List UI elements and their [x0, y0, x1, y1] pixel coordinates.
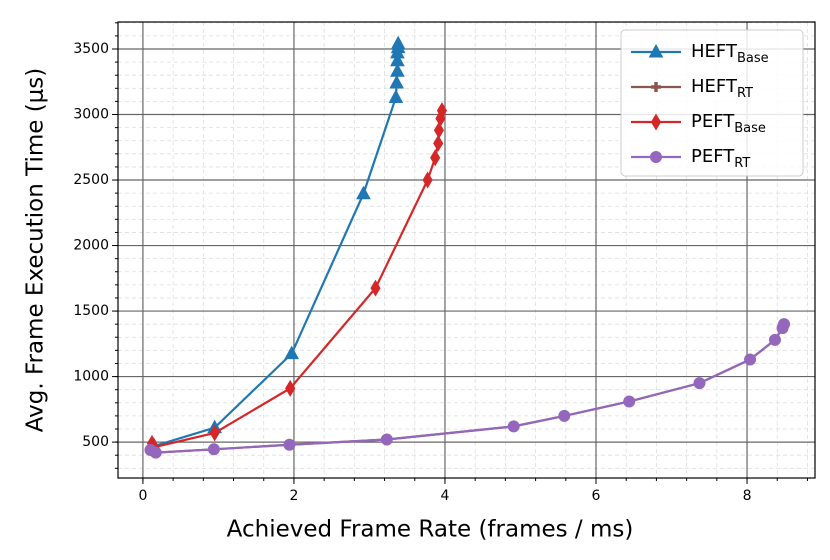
marker: [390, 35, 406, 50]
marker: [209, 424, 220, 442]
marker: [558, 409, 571, 422]
marker: [650, 151, 662, 163]
lines: [144, 35, 791, 459]
marker: [207, 443, 220, 456]
y-tick-label: 500: [82, 434, 109, 450]
legend-name: HEFT: [691, 41, 738, 62]
x-tick-label: 4: [441, 488, 450, 504]
y-axis-label: Avg. Frame Execution Time (μs): [23, 68, 49, 433]
marker: [693, 377, 706, 390]
legend-label: HEFTRT: [691, 76, 753, 101]
marker: [149, 446, 162, 459]
legend-name: PEFT: [691, 111, 735, 132]
marker: [284, 345, 300, 360]
marker: [389, 75, 404, 89]
y-tick-label: 3000: [73, 107, 109, 123]
marker: [285, 379, 296, 397]
y-tick-label: 2000: [73, 238, 109, 254]
x-tick-label: 8: [743, 488, 752, 504]
marker: [388, 89, 404, 103]
marker: [283, 438, 296, 451]
legend-subscript: Base: [737, 51, 769, 66]
x-tick-label: 2: [289, 488, 298, 504]
y-tick-label: 1000: [73, 369, 109, 385]
marker: [370, 279, 381, 297]
marker: [436, 102, 448, 120]
marker: [390, 52, 405, 67]
x-axis-label: Achieved Frame Rate (frames / ms): [227, 517, 634, 543]
y-tick-label: 3500: [73, 41, 109, 57]
legend-label: PEFTRT: [691, 146, 750, 171]
marker: [651, 82, 661, 92]
marker: [507, 420, 520, 433]
legend-subscript: RT: [737, 86, 753, 101]
legend-box: [620, 29, 804, 177]
marker: [380, 433, 393, 446]
marker: [768, 333, 781, 346]
marker: [648, 43, 664, 58]
legend-subscript: RT: [734, 156, 750, 171]
marker: [356, 185, 371, 200]
x-tick-label: 6: [592, 488, 601, 504]
legend-name: PEFT: [691, 146, 735, 167]
marker: [433, 134, 444, 152]
marker: [430, 149, 441, 167]
legend-label: HEFTBase: [691, 41, 769, 66]
plot-frame: [117, 21, 816, 479]
marker: [650, 113, 662, 131]
marker: [744, 353, 757, 366]
y-tick-label: 2500: [73, 172, 109, 188]
legend-name: HEFT: [691, 76, 738, 97]
marker: [623, 395, 636, 408]
y-tick-label: 1500: [73, 303, 109, 319]
marker: [433, 121, 445, 139]
x-tick-label: 0: [138, 488, 147, 504]
marker: [778, 318, 791, 331]
legend-subscript: Base: [734, 121, 766, 136]
marker: [422, 171, 433, 189]
marker: [390, 63, 405, 77]
legend-label: PEFTBase: [691, 111, 766, 136]
